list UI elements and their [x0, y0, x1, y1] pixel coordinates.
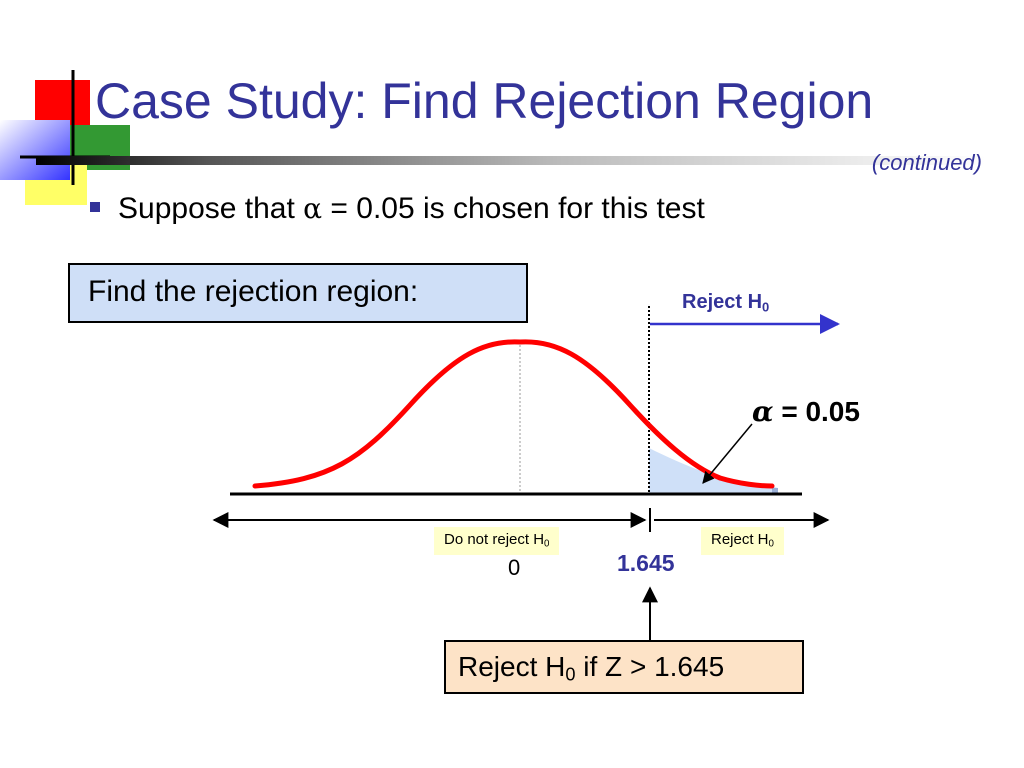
- decision-rule-subscript: 0: [565, 664, 576, 685]
- find-rejection-region-box: Find the rejection region:: [68, 263, 528, 323]
- reject-h0-label-text: Reject H: [682, 291, 763, 313]
- bell-curve: [252, 339, 775, 489]
- rejection-area: [649, 448, 772, 493]
- reject-box-text: Reject H: [711, 531, 769, 548]
- alpha-symbol: α: [303, 192, 323, 225]
- alpha-annotation-value: = 0.05: [781, 396, 860, 427]
- bullet-square-icon: [90, 202, 100, 212]
- do-not-reject-text: Do not reject H: [444, 531, 545, 548]
- slide-subtitle: (continued): [871, 150, 982, 175]
- reject-h0-label-subscript: 0: [762, 299, 770, 315]
- mean-value-label: 0: [508, 555, 521, 580]
- bullet-item: Suppose that α = 0.05 is chosen for this…: [90, 192, 705, 226]
- alpha-annotation-symbol: α: [752, 395, 774, 428]
- do-not-reject-box: Do not reject H0: [434, 527, 560, 555]
- reject-box-subscript: 0: [768, 538, 774, 550]
- do-not-reject-subscript: 0: [544, 538, 550, 550]
- critical-value-label: 1.645: [617, 550, 675, 576]
- alpha-pointer-arrow: [702, 423, 753, 484]
- bullet-prefix: Suppose that: [118, 192, 295, 225]
- alpha-annotation: α = 0.05: [752, 395, 860, 428]
- bullet-suffix: = 0.05 is chosen for this test: [330, 192, 705, 225]
- title-underline: [36, 156, 986, 165]
- slide-title: Case Study: Find Rejection Region: [95, 73, 874, 129]
- reject-box: Reject H0: [701, 527, 784, 555]
- decision-rule-suffix: if Z > 1.645: [575, 651, 725, 682]
- reject-h0-label: Reject H0: [682, 291, 769, 314]
- decision-rule-text: Reject H: [458, 651, 566, 682]
- decision-rule-box: Reject H0 if Z > 1.645: [444, 640, 804, 694]
